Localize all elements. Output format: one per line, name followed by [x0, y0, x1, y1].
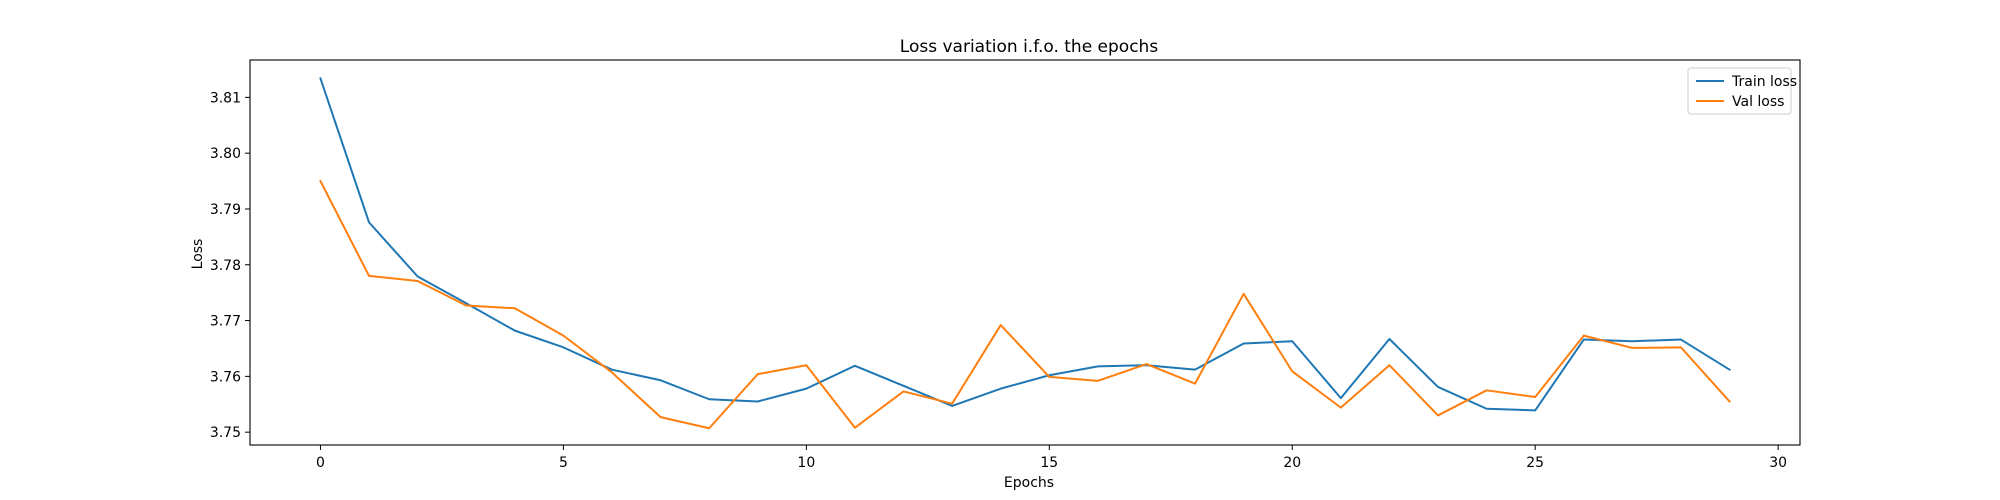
y-tick-label: 3.80: [210, 146, 241, 162]
chart-title: Loss variation i.f.o. the epochs: [900, 37, 1159, 57]
x-tick-label: 30: [1769, 455, 1787, 471]
legend-label: Train loss: [1731, 74, 1797, 90]
legend-box: [1687, 67, 1792, 115]
x-tick-label: 20: [1283, 455, 1301, 471]
x-tick-label: 15: [1040, 455, 1058, 471]
y-tick-label: 3.75: [210, 425, 241, 441]
y-tick-label: 3.76: [210, 369, 241, 385]
series-line-val-loss: [319, 179, 1731, 430]
x-tick-label: 5: [559, 455, 568, 471]
x-tick-label: 25: [1526, 455, 1544, 471]
y-tick-label: 3.78: [210, 258, 241, 274]
y-tick-label: 3.79: [210, 202, 241, 218]
y-tick-label: 3.77: [210, 314, 241, 330]
x-axis-label: Epochs: [1004, 475, 1054, 491]
plot-frame: [249, 59, 1801, 446]
plot-area: 0 5 10 15 20 25 30 3.75 3.76 3.77 3.78 3.79 3.80 3.81: [210, 59, 1801, 471]
y-axis-label: Loss: [190, 239, 206, 270]
x-tick-label: 10: [797, 455, 815, 471]
legend-label: Val loss: [1732, 94, 1784, 110]
series-line-train-loss: [319, 77, 1731, 412]
legend: Train loss Val loss: [1687, 67, 1797, 115]
x-tick-label: 0: [316, 455, 325, 471]
y-tick-label: 3.81: [210, 90, 241, 106]
